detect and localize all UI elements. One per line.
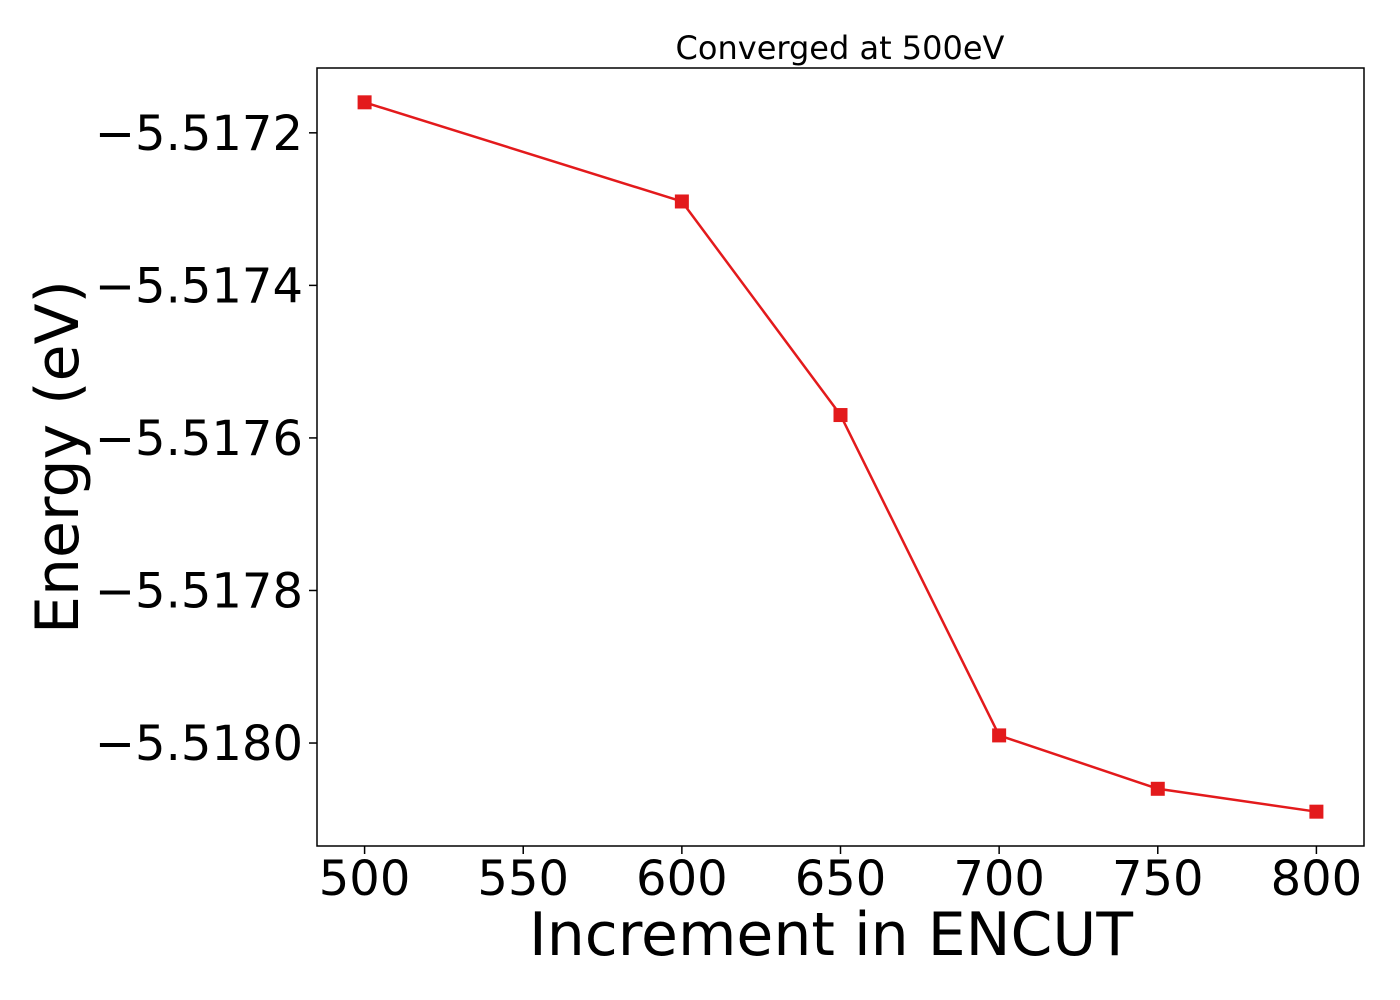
x-tick-label: 600 (636, 851, 728, 907)
plot-area (316, 67, 1365, 847)
x-axis-label: Increment in ENCUT (529, 900, 1133, 970)
y-tick-label: −5.5178 (95, 563, 303, 619)
plot-border (316, 67, 1365, 847)
x-tick-label: 550 (477, 851, 569, 907)
data-point (992, 728, 1007, 743)
y-tick-label: −5.5180 (95, 716, 303, 772)
y-tick-label: −5.5176 (95, 411, 303, 467)
data-point (1309, 804, 1324, 819)
x-axis: 500 550 600 650 700 750 800 (319, 846, 1362, 907)
y-axis: −5.5172 −5.5174 −5.5176 −5.5178 −5.5180 (95, 106, 317, 772)
x-tick-label: 750 (1112, 851, 1204, 907)
data-point (674, 194, 689, 209)
x-tick-label: 500 (319, 851, 411, 907)
data-point (833, 408, 848, 423)
y-axis-label: Energy (eV) (23, 280, 93, 634)
series-layer (357, 95, 1324, 819)
y-tick-label: −5.5172 (95, 106, 303, 162)
chart-title: Converged at 500eV (676, 29, 1005, 67)
y-tick-label: −5.5174 (95, 258, 303, 314)
x-tick-label: 800 (1271, 851, 1363, 907)
data-point (357, 95, 372, 110)
x-tick-label: 700 (953, 851, 1045, 907)
data-point (1150, 781, 1165, 796)
x-tick-label: 650 (795, 851, 887, 907)
series-line (364, 101, 1317, 813)
